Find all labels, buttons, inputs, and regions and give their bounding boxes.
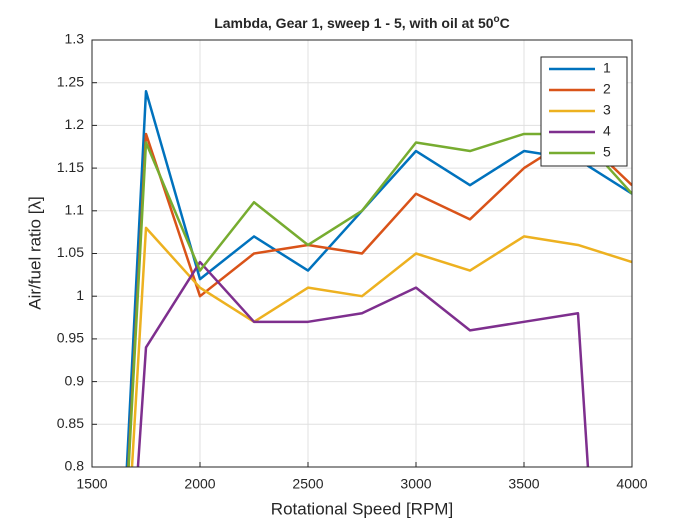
x-tick-label: 2500 xyxy=(292,476,323,492)
x-tick-label: 2000 xyxy=(184,476,215,492)
title-main: Lambda, Gear 1, sweep 1 - 5, with oil at… xyxy=(214,15,494,31)
y-tick-label: 1.1 xyxy=(65,202,85,218)
legend-label: 4 xyxy=(603,123,611,139)
legend-label: 1 xyxy=(603,60,611,76)
y-tick-label: 1.25 xyxy=(57,73,84,89)
legend-label: 3 xyxy=(603,102,611,118)
title-suffix: C xyxy=(500,15,510,31)
data-line xyxy=(136,260,590,467)
y-tick-label: 0.8 xyxy=(65,458,85,474)
y-tick-label: 1.2 xyxy=(65,116,85,132)
chart-title: Lambda, Gear 1, sweep 1 - 5, with oil at… xyxy=(214,14,510,31)
x-tick-label: 4000 xyxy=(616,476,647,492)
legend-label: 5 xyxy=(603,144,611,160)
y-tick-label: 1.05 xyxy=(57,244,84,260)
legend-label: 2 xyxy=(603,81,611,97)
x-tick-label: 3500 xyxy=(508,476,539,492)
y-tick-label: 1 xyxy=(76,287,84,303)
data-line xyxy=(130,226,632,467)
title-superscript: o xyxy=(494,14,500,25)
y-tick-label: 0.9 xyxy=(65,372,85,388)
y-tick-label: 0.85 xyxy=(57,415,84,431)
x-tick-label: 3000 xyxy=(400,476,431,492)
y-axis-label: Air/fuel ratio [λ] xyxy=(25,196,44,309)
y-tick-label: 1.3 xyxy=(65,31,85,47)
legend: 1 2 3 4 5 xyxy=(540,56,628,167)
x-axis-label: Rotational Speed [RPM] xyxy=(271,499,453,518)
x-tick-label: 1500 xyxy=(76,476,107,492)
y-tick-label: 0.95 xyxy=(57,330,84,346)
y-tick-label: 1.15 xyxy=(57,159,84,175)
